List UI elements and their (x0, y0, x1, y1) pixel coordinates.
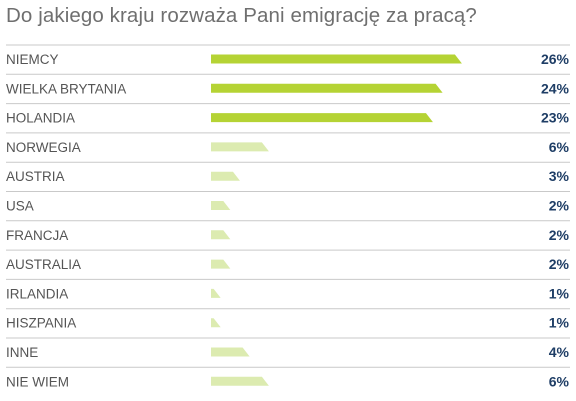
value-label: 2% (549, 198, 570, 214)
bar (211, 113, 433, 123)
value-label: 2% (549, 256, 570, 272)
value-label: 3% (549, 168, 570, 184)
bar (211, 230, 231, 240)
bar (211, 259, 231, 269)
value-label: 6% (549, 373, 570, 389)
category-label: HOLANDIA (6, 111, 75, 126)
category-label: FRANCJA (6, 228, 68, 243)
category-label: WIELKA BRYTANIA (6, 81, 126, 96)
bar (211, 318, 221, 328)
category-label: IRLANDIA (6, 286, 68, 301)
category-label: NIE WIEM (6, 374, 69, 389)
value-label: 6% (549, 139, 570, 155)
value-label: 26% (541, 51, 570, 67)
value-label: 2% (549, 227, 570, 243)
category-label: NORWEGIA (6, 140, 81, 155)
category-label: NIEMCY (6, 52, 59, 67)
bar (211, 142, 269, 152)
value-label: 23% (541, 110, 570, 126)
bar (211, 376, 269, 386)
category-label: INNE (6, 345, 38, 360)
chart-title: Do jakiego kraju rozważa Pani emigrację … (6, 4, 477, 27)
bar (211, 83, 443, 93)
bar (211, 288, 221, 298)
value-label: 1% (549, 285, 570, 301)
bar (211, 54, 462, 64)
bar (211, 171, 240, 181)
value-label: 24% (541, 80, 570, 96)
category-label: AUSTRALIA (6, 257, 81, 272)
bar (211, 347, 250, 357)
category-label: HISZPANIA (6, 316, 76, 331)
value-label: 1% (549, 315, 570, 331)
category-label: AUSTRIA (6, 169, 65, 184)
value-label: 4% (549, 344, 570, 360)
category-label: USA (6, 199, 34, 214)
bar (211, 201, 231, 210)
